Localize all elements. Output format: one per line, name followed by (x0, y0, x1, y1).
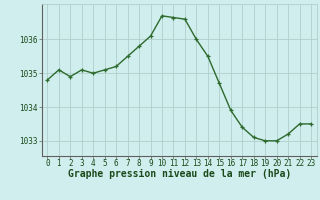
X-axis label: Graphe pression niveau de la mer (hPa): Graphe pression niveau de la mer (hPa) (68, 169, 291, 179)
